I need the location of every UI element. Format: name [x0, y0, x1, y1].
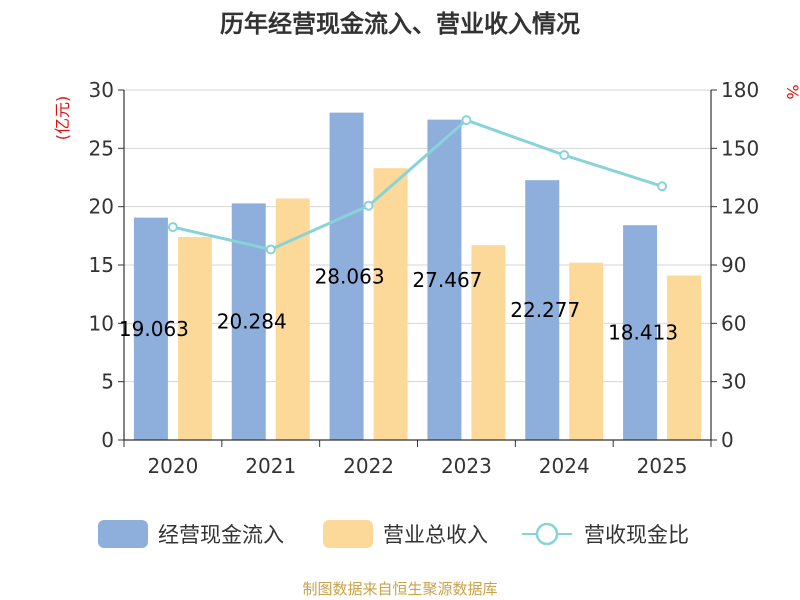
bar-revenue	[471, 245, 506, 440]
bar-data-label: 18.413	[608, 321, 678, 345]
bar-labels-group: 19.063 20.284 28.063 27.467 22.277 18.413	[119, 264, 678, 344]
right-tick-label: 120	[721, 195, 759, 219]
left-tick-label: 20	[89, 195, 114, 219]
x-tick-label: 2020	[147, 454, 198, 478]
legend-ratio: 营收现金比	[522, 522, 689, 547]
bar-data-label: 28.063	[315, 264, 385, 288]
ratio-line-group	[167, 115, 668, 255]
legend-label: 营收现金比	[584, 523, 689, 547]
bar-revenue	[667, 275, 702, 440]
bar-revenue	[373, 168, 408, 440]
ratio-point	[265, 244, 276, 255]
ratio-point	[363, 200, 374, 211]
legend-swatch	[323, 520, 373, 548]
legend-cash-inflow: 经营现金流入	[98, 520, 284, 548]
left-axis-unit: (亿元)	[53, 96, 72, 141]
bar-cash-inflow	[427, 119, 462, 440]
right-tick-label: 90	[721, 253, 746, 277]
x-tick-label: 2023	[441, 454, 492, 478]
left-tick-label: 25	[89, 136, 114, 160]
left-tick-label: 15	[89, 253, 114, 277]
bar-data-label: 19.063	[119, 317, 189, 341]
bars-group	[133, 112, 702, 440]
right-tick-label: 0	[721, 428, 734, 452]
left-tick-label: 0	[101, 428, 114, 452]
left-tick-label: 30	[89, 78, 114, 102]
grid-lines	[124, 89, 711, 383]
bar-cash-inflow	[623, 225, 658, 440]
legend-label: 经营现金流入	[158, 523, 284, 547]
ratio-point	[559, 150, 570, 161]
chart-title: 历年经营现金流入、营业收入情况	[220, 10, 580, 38]
left-tick-label: 5	[101, 370, 114, 394]
bar-data-label: 20.284	[217, 310, 287, 334]
right-tick-label: 60	[721, 311, 746, 335]
ratio-point	[657, 181, 668, 192]
right-tick-label: 30	[721, 370, 746, 394]
bar-cash-inflow	[329, 112, 364, 440]
left-tick-label: 10	[89, 311, 114, 335]
right-tick-label: 180	[721, 78, 759, 102]
right-axis-unit: %	[783, 84, 800, 99]
bar-revenue	[177, 237, 212, 440]
legend: 经营现金流入 营业总收入 营收现金比	[98, 520, 689, 548]
x-tick-label: 2024	[539, 454, 590, 478]
legend-swatch	[98, 520, 148, 548]
right-tick-label: 150	[721, 136, 759, 160]
ratio-line	[172, 118, 663, 252]
bar-cash-inflow	[133, 217, 168, 440]
x-tick-label: 2021	[245, 454, 296, 478]
legend-label: 营业总收入	[383, 523, 488, 547]
bar-revenue	[569, 262, 604, 440]
ratio-point	[167, 222, 178, 233]
bar-data-label: 27.467	[412, 268, 482, 292]
x-tick-label: 2025	[637, 454, 688, 478]
bar-cash-inflow	[525, 180, 560, 440]
legend-revenue: 营业总收入	[323, 520, 488, 548]
ratio-point	[461, 115, 472, 126]
bar-data-label: 22.277	[510, 298, 580, 322]
legend-marker	[535, 522, 559, 546]
x-tick-label: 2022	[343, 454, 394, 478]
source-note: 制图数据来自恒生聚源数据库	[302, 580, 497, 598]
